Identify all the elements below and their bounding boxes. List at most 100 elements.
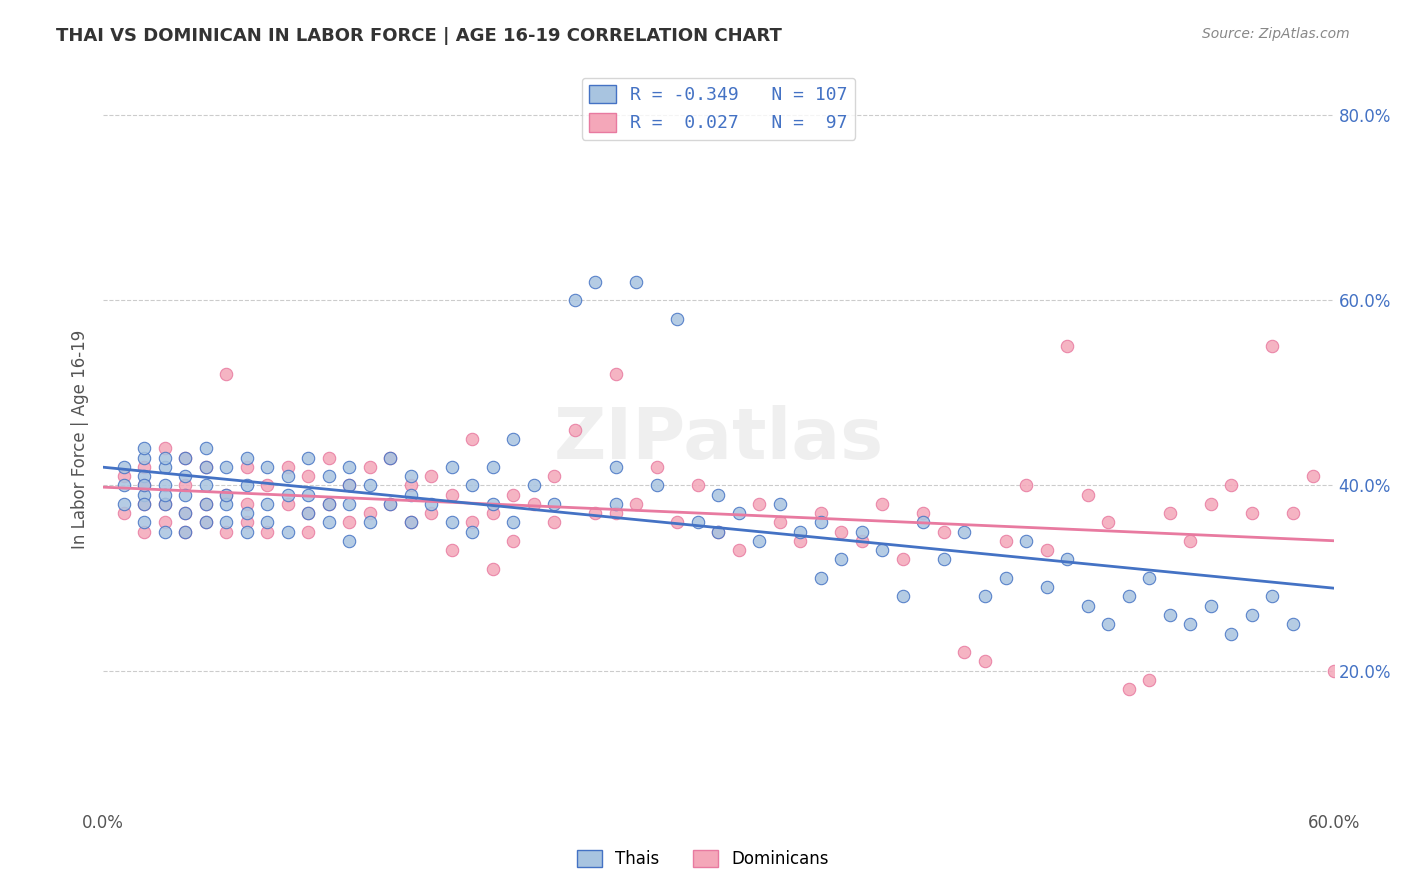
- Point: [1178, 617, 1201, 632]
- Point: [1323, 664, 1346, 678]
- Point: [380, 497, 402, 511]
- Text: Source: ZipAtlas.com: Source: ZipAtlas.com: [1202, 27, 1350, 41]
- Point: [256, 497, 278, 511]
- Point: [297, 524, 319, 539]
- Point: [174, 450, 197, 465]
- Point: [583, 275, 606, 289]
- Point: [337, 459, 360, 474]
- Point: [235, 497, 257, 511]
- Point: [112, 478, 135, 492]
- Point: [686, 478, 709, 492]
- Point: [1220, 626, 1243, 640]
- Point: [215, 487, 238, 501]
- Point: [1118, 682, 1140, 697]
- Point: [728, 543, 751, 558]
- Legend: Thais, Dominicans: Thais, Dominicans: [571, 843, 835, 875]
- Point: [502, 533, 524, 548]
- Point: [605, 506, 627, 520]
- Point: [769, 516, 792, 530]
- Point: [235, 506, 257, 520]
- Point: [789, 533, 811, 548]
- Point: [1159, 607, 1181, 622]
- Point: [235, 459, 257, 474]
- Point: [789, 524, 811, 539]
- Point: [1199, 497, 1222, 511]
- Point: [1159, 506, 1181, 520]
- Point: [399, 478, 422, 492]
- Point: [359, 516, 381, 530]
- Point: [277, 459, 299, 474]
- Point: [256, 516, 278, 530]
- Point: [256, 524, 278, 539]
- Point: [1056, 552, 1078, 566]
- Point: [953, 645, 976, 659]
- Point: [174, 487, 197, 501]
- Point: [337, 478, 360, 492]
- Point: [872, 497, 894, 511]
- Point: [153, 516, 176, 530]
- Point: [399, 469, 422, 483]
- Point: [912, 506, 935, 520]
- Point: [194, 516, 217, 530]
- Point: [502, 516, 524, 530]
- Point: [112, 459, 135, 474]
- Point: [153, 487, 176, 501]
- Point: [318, 469, 340, 483]
- Point: [1281, 617, 1303, 632]
- Point: [1015, 478, 1038, 492]
- Point: [666, 311, 689, 326]
- Point: [277, 487, 299, 501]
- Point: [1137, 571, 1160, 585]
- Point: [748, 533, 770, 548]
- Point: [1220, 478, 1243, 492]
- Point: [337, 516, 360, 530]
- Point: [174, 506, 197, 520]
- Point: [380, 450, 402, 465]
- Point: [1199, 599, 1222, 613]
- Point: [359, 478, 381, 492]
- Point: [134, 487, 156, 501]
- Point: [112, 497, 135, 511]
- Point: [626, 275, 648, 289]
- Point: [707, 487, 730, 501]
- Point: [912, 516, 935, 530]
- Point: [830, 552, 852, 566]
- Point: [481, 562, 503, 576]
- Point: [1261, 590, 1284, 604]
- Point: [399, 516, 422, 530]
- Point: [153, 497, 176, 511]
- Point: [605, 459, 627, 474]
- Point: [235, 478, 257, 492]
- Point: [134, 516, 156, 530]
- Point: [543, 497, 565, 511]
- Point: [194, 442, 217, 456]
- Point: [1015, 533, 1038, 548]
- Point: [605, 497, 627, 511]
- Point: [502, 487, 524, 501]
- Point: [153, 497, 176, 511]
- Point: [769, 497, 792, 511]
- Point: [1178, 533, 1201, 548]
- Point: [481, 497, 503, 511]
- Point: [174, 450, 197, 465]
- Point: [235, 450, 257, 465]
- Point: [645, 459, 668, 474]
- Point: [420, 506, 443, 520]
- Point: [440, 516, 463, 530]
- Point: [502, 432, 524, 446]
- Point: [440, 459, 463, 474]
- Point: [1097, 516, 1119, 530]
- Point: [194, 497, 217, 511]
- Point: [337, 533, 360, 548]
- Point: [112, 506, 135, 520]
- Point: [194, 478, 217, 492]
- Point: [891, 590, 914, 604]
- Point: [1364, 497, 1386, 511]
- Point: [194, 459, 217, 474]
- Point: [440, 487, 463, 501]
- Point: [481, 506, 503, 520]
- Point: [974, 654, 997, 668]
- Point: [564, 423, 586, 437]
- Point: [1076, 487, 1098, 501]
- Point: [134, 497, 156, 511]
